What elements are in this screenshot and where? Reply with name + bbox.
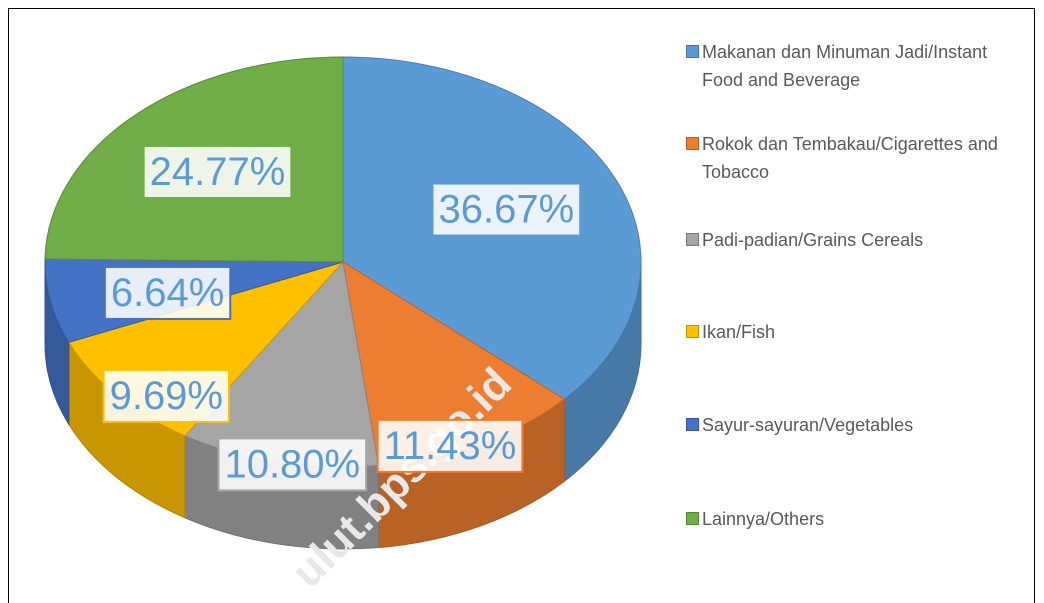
data-label: 36.67% xyxy=(439,188,575,232)
legend-item: Padi-padian/Grains Cereals xyxy=(686,226,1026,254)
data-label: 24.77% xyxy=(150,150,286,194)
legend-label: Makanan dan Minuman Jadi/Instant Food an… xyxy=(702,42,988,90)
data-label-box xyxy=(431,182,582,237)
legend-label: Rokok dan Tembakau/Cigarettes and Tobacc… xyxy=(702,134,998,182)
data-label: 11.43% xyxy=(384,424,517,468)
data-label: 9.69% xyxy=(110,374,223,418)
legend-item: Lainnya/Others xyxy=(686,505,1026,533)
data-label: 10.80% xyxy=(224,442,360,486)
legend-swatch xyxy=(686,137,699,150)
legend-swatch xyxy=(686,418,699,431)
legend-label: Sayur-sayuran/Vegetables xyxy=(702,415,914,435)
data-labels: 36.67% 11.43% 10.80%9.69% 6.64% 24.77% xyxy=(102,144,582,492)
chart-frame xyxy=(8,8,1035,603)
data-label-box xyxy=(103,265,232,320)
legend-item: Makanan dan Minuman Jadi/Instant Food an… xyxy=(686,38,1026,94)
data-label-box xyxy=(142,144,293,199)
legend-item: Sayur-sayuran/Vegetables xyxy=(686,411,1026,439)
legend-swatch xyxy=(686,45,699,58)
data-label-box xyxy=(376,418,524,473)
legend-label: Padi-padian/Grains Cereals xyxy=(702,230,924,250)
legend-swatch xyxy=(686,325,699,338)
data-label-box xyxy=(217,437,368,492)
data-label-box xyxy=(102,368,231,423)
legend-label: Ikan/Fish xyxy=(702,322,776,342)
legend-label: Lainnya/Others xyxy=(702,509,825,529)
legend-swatch xyxy=(686,233,699,246)
legend-item: Rokok dan Tembakau/Cigarettes and Tobacc… xyxy=(686,130,1026,186)
legend-swatch xyxy=(686,512,699,525)
data-label: 6.64% xyxy=(111,271,224,315)
legend-item: Ikan/Fish xyxy=(686,318,1026,346)
